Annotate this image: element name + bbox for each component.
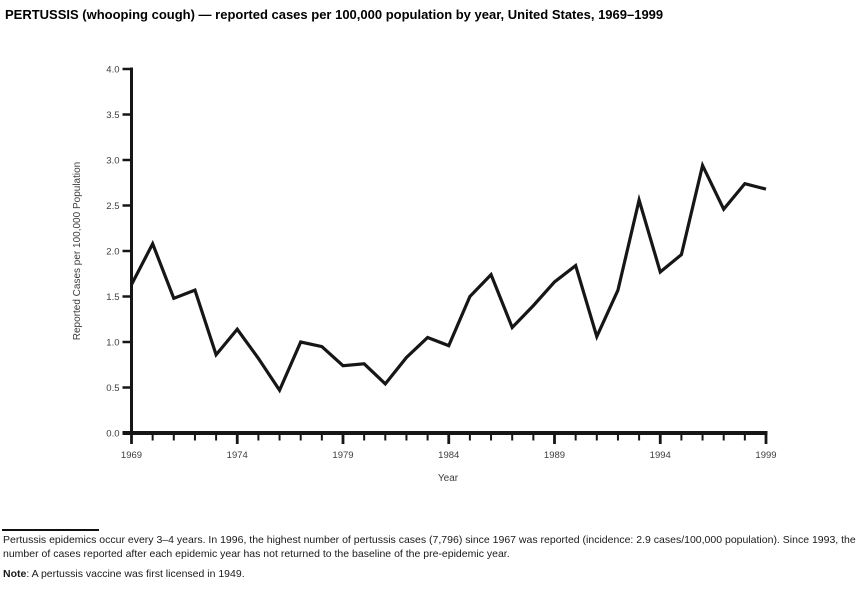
x-tick-label: 1979	[332, 450, 353, 461]
y-tick-label: 2.5	[106, 201, 119, 212]
footnote-divider	[2, 529, 99, 531]
note-line: Note: A pertussis vaccine was first lice…	[3, 568, 245, 580]
y-tick-label: 0.0	[106, 428, 119, 439]
x-tick-label: 1974	[227, 450, 248, 461]
pertussis-line-chart: 0.0 0.5 1.0 1.5 2.0 2.5 3.0 3.5 4.0 1969 1974 1979 1…	[72, 64, 777, 484]
y-axis-title: Reported Cases per 100,000 Population	[72, 162, 83, 340]
x-tick-label: 1984	[438, 450, 459, 461]
y-tick-label: 3.5	[106, 110, 119, 121]
footnote-text: Pertussis epidemics occur every 3–4 year…	[3, 534, 856, 560]
x-tick-label: 1969	[121, 450, 142, 461]
x-tick-label: 1999	[755, 450, 776, 461]
y-tick-label: 2.0	[106, 246, 119, 257]
note-text: : A pertussis vaccine was first licensed…	[26, 568, 245, 580]
x-axis-title: Year	[438, 473, 459, 484]
y-tick-label: 4.0	[106, 64, 119, 75]
y-tick-label: 3.0	[106, 155, 119, 166]
note-label: Note	[3, 568, 27, 580]
y-tick-label: 1.5	[106, 292, 119, 303]
y-tick-label: 0.5	[106, 383, 119, 394]
x-tick-label: 1994	[650, 450, 671, 461]
data-series-line	[130, 160, 767, 394]
x-tick-label: 1989	[544, 450, 565, 461]
y-tick-label: 1.0	[106, 337, 119, 348]
chart-title: PERTUSSIS (whooping cough) — reported ca…	[5, 7, 664, 22]
